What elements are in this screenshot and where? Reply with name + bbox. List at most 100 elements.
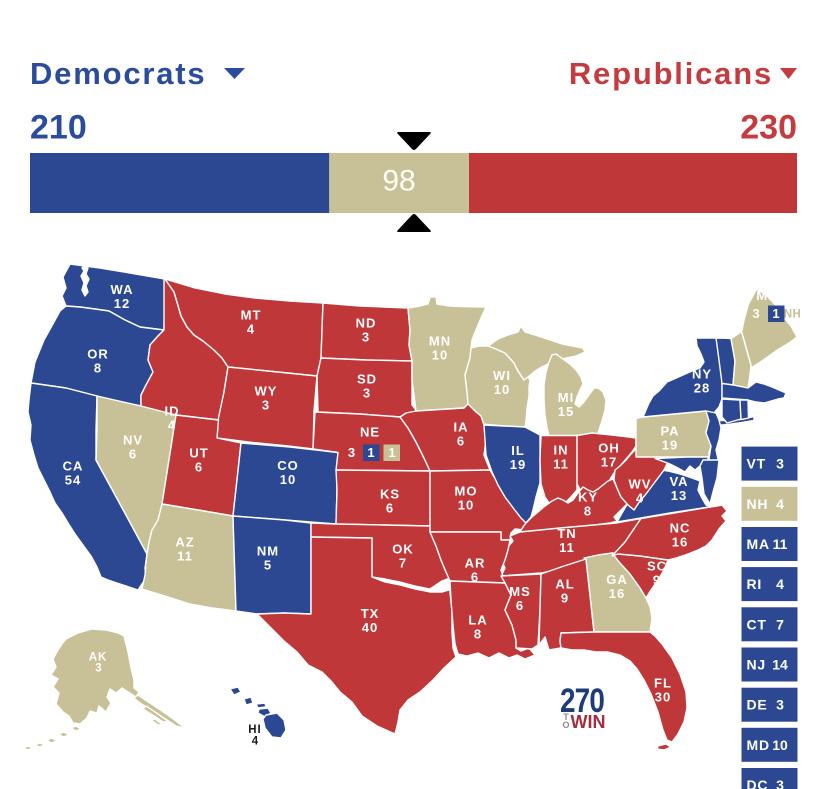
svg-text:GA: GA	[606, 572, 628, 587]
svg-text:210: 210	[30, 109, 87, 147]
svg-text:VA: VA	[669, 474, 688, 489]
svg-text:8: 8	[584, 504, 592, 519]
svg-text:19: 19	[510, 457, 526, 472]
svg-text:IA: IA	[454, 420, 469, 435]
svg-text:6: 6	[457, 434, 465, 449]
svg-text:1: 1	[367, 445, 374, 460]
svg-text:AR: AR	[465, 556, 486, 571]
svg-text:IN: IN	[554, 443, 569, 458]
svg-text:FL: FL	[654, 676, 672, 691]
svg-text:4: 4	[776, 496, 784, 512]
svg-text:O: O	[562, 720, 569, 730]
svg-text:MA: MA	[747, 536, 770, 552]
svg-text:6: 6	[386, 501, 394, 516]
svg-text:10: 10	[772, 737, 788, 753]
svg-text:NJ: NJ	[747, 657, 767, 673]
svg-text:6: 6	[516, 598, 524, 613]
svg-text:WIN: WIN	[571, 712, 606, 732]
svg-text:DC: DC	[747, 777, 769, 789]
svg-text:1: 1	[772, 306, 779, 321]
svg-text:SC: SC	[647, 559, 667, 574]
svg-text:TX: TX	[361, 606, 380, 621]
svg-text:Republicans: Republicans	[569, 56, 773, 91]
svg-text:11: 11	[553, 457, 569, 472]
svg-text:MI: MI	[558, 390, 574, 405]
svg-text:19: 19	[662, 438, 678, 453]
svg-text:MN: MN	[429, 334, 451, 349]
svg-text:30: 30	[655, 690, 671, 705]
svg-text:8: 8	[474, 627, 482, 642]
svg-text:3: 3	[776, 777, 784, 789]
svg-text:3: 3	[362, 330, 370, 345]
svg-text:4: 4	[252, 736, 259, 748]
svg-text:13: 13	[671, 488, 687, 503]
svg-text:DE: DE	[747, 697, 768, 713]
svg-text:SD: SD	[357, 372, 377, 387]
svg-text:8: 8	[94, 361, 102, 376]
svg-text:PA: PA	[660, 424, 679, 439]
svg-text:HI: HI	[248, 724, 262, 736]
svg-text:12: 12	[114, 296, 130, 311]
svg-text:4: 4	[247, 322, 255, 337]
svg-text:Democrats: Democrats	[30, 56, 206, 91]
svg-text:14: 14	[772, 657, 788, 673]
svg-text:AZ: AZ	[175, 535, 194, 550]
svg-text:6: 6	[129, 447, 137, 462]
svg-text:230: 230	[740, 109, 797, 147]
svg-text:CO: CO	[277, 458, 299, 473]
svg-text:6: 6	[195, 460, 203, 475]
svg-text:3: 3	[752, 306, 759, 321]
svg-text:4: 4	[636, 491, 644, 506]
svg-text:16: 16	[609, 586, 625, 601]
svg-text:CT: CT	[747, 616, 767, 632]
svg-text:1: 1	[388, 445, 395, 460]
svg-text:9: 9	[561, 591, 569, 606]
svg-text:WV: WV	[629, 477, 652, 492]
svg-text:3: 3	[95, 663, 101, 675]
svg-text:3: 3	[363, 386, 371, 401]
svg-text:MT: MT	[241, 308, 262, 323]
svg-text:7: 7	[776, 616, 784, 632]
svg-text:ND: ND	[356, 316, 377, 331]
svg-text:UT: UT	[189, 446, 208, 461]
svg-text:AL: AL	[555, 577, 574, 592]
svg-text:NV: NV	[123, 433, 143, 448]
svg-text:MS: MS	[509, 584, 531, 599]
svg-text:3: 3	[776, 456, 784, 472]
svg-text:KS: KS	[380, 487, 400, 502]
svg-text:28: 28	[694, 381, 710, 396]
svg-text:17: 17	[601, 455, 617, 470]
svg-text:3: 3	[776, 697, 784, 713]
svg-text:4: 4	[168, 418, 176, 433]
svg-text:6: 6	[471, 570, 479, 585]
svg-text:3: 3	[262, 398, 270, 413]
svg-text:10: 10	[494, 382, 510, 397]
svg-text:CA: CA	[63, 459, 84, 474]
svg-text:11: 11	[773, 536, 788, 552]
svg-text:WY: WY	[255, 384, 278, 399]
svg-text:T: T	[563, 712, 569, 722]
svg-text:AK: AK	[89, 652, 108, 664]
svg-text:IL: IL	[511, 443, 525, 458]
svg-text:RI: RI	[747, 576, 763, 592]
svg-text:ME: ME	[756, 288, 778, 303]
svg-text:270: 270	[560, 681, 605, 719]
svg-text:15: 15	[558, 404, 574, 419]
svg-text:NM: NM	[257, 544, 279, 559]
svg-text:VT: VT	[747, 456, 767, 472]
svg-text:4: 4	[776, 576, 784, 592]
svg-text:16: 16	[672, 535, 688, 550]
svg-text:LA: LA	[468, 613, 487, 628]
svg-text:ID: ID	[165, 404, 180, 419]
svg-text:TN: TN	[557, 526, 576, 541]
svg-text:NC: NC	[670, 521, 691, 536]
svg-text:MO: MO	[455, 484, 478, 499]
svg-text:NE: NE	[360, 425, 380, 440]
svg-text:11: 11	[177, 549, 193, 564]
svg-text:NH: NH	[747, 496, 769, 512]
svg-text:WA: WA	[111, 282, 134, 297]
svg-text:WI: WI	[493, 368, 511, 383]
svg-text:54: 54	[65, 473, 81, 488]
svg-text:OH: OH	[598, 441, 620, 456]
svg-text:98: 98	[382, 165, 415, 198]
